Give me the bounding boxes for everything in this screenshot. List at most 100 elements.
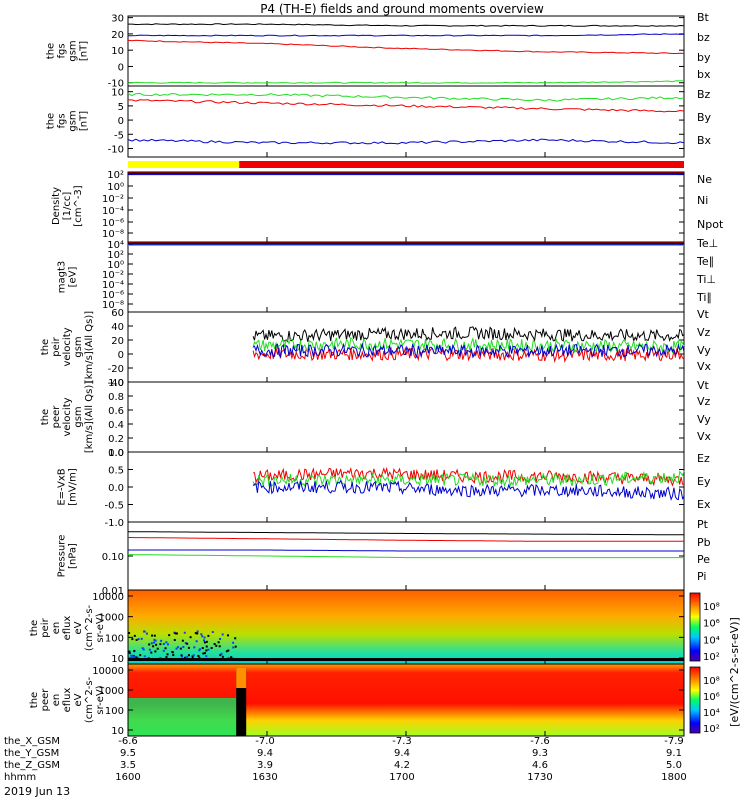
noise-pixel [128, 650, 131, 653]
colorbar-tick-label: 10⁴ [703, 708, 720, 719]
y-axis-label: the [40, 339, 51, 355]
noise-pixel [132, 654, 135, 657]
panel-fgs_gsm: the fgs gsm [nT] 30 20 10 0 -10 Bt bz by bx [46, 11, 711, 90]
orbit-value: 1700 [389, 772, 414, 783]
y-axis-label: [eV] [68, 267, 79, 288]
noise-pixel [175, 632, 178, 635]
y-tick-label: 10² [107, 170, 124, 181]
noise-pixel [191, 656, 194, 659]
noise-pixel [155, 643, 158, 646]
y-tick-label: 10² [107, 250, 124, 261]
orbit-value: 3.9 [257, 760, 273, 771]
series-line-bz [127, 39, 685, 55]
noise-pixel [162, 649, 165, 652]
y-tick-label: 30 [111, 14, 124, 25]
noise-pixel [130, 654, 133, 657]
y-axis-label: the [29, 692, 40, 708]
y-axis-label: [km/s](All Qs)] [84, 311, 95, 383]
y-tick-label: 1.0 [108, 448, 124, 459]
colorbar-tick-label: 10⁸ [703, 602, 720, 613]
series-line-Vt [252, 326, 685, 343]
noise-pixel [191, 655, 194, 658]
panel-frame [127, 311, 685, 383]
noise-pixel [186, 655, 189, 658]
date-label: 2019 Jun 13 [4, 785, 70, 798]
y-axis-label: peir [40, 617, 51, 637]
orbit-row-label: the_Y_GSM [4, 748, 59, 759]
series-line-bx [127, 33, 685, 37]
series-line-Pt [128, 531, 684, 536]
noise-pixel [234, 637, 237, 640]
series-line-Bt [128, 23, 685, 27]
noise-pixel [174, 632, 177, 635]
noise-pixel [217, 641, 220, 644]
noise-pixel [203, 636, 206, 639]
noise-pixel [211, 631, 214, 634]
orbit-value: 9.4 [257, 748, 273, 759]
legend-By: By [697, 111, 712, 124]
y-tick-label: 10000 [92, 592, 124, 603]
panel-peer_velocity: the peer velocity gsm [km/s](All Qs)] 1.0 0.8 0… [40, 378, 712, 459]
noise-pixel [143, 655, 146, 658]
noise-pixel [183, 656, 186, 659]
noise-pixel [219, 638, 222, 641]
y-tick-label: 40 [111, 322, 124, 333]
panel-frame [127, 85, 685, 158]
orbit-value: 1730 [527, 772, 552, 783]
orbit-value: 9.1 [666, 748, 682, 759]
noise-pixel [184, 642, 187, 645]
y-tick-label: 0.8 [108, 392, 124, 403]
series-line-Ey [252, 470, 685, 488]
legend-Npot: Npot [697, 218, 724, 231]
noise-pixel [160, 639, 163, 642]
noise-pixel [225, 650, 228, 653]
y-axis-label: [1/cc] [62, 192, 73, 221]
y-tick-label: -1.0 [104, 518, 124, 529]
colorbar [689, 666, 701, 734]
legend-bz: bz [697, 31, 710, 44]
noise-pixel [205, 640, 208, 643]
panel-frame [127, 381, 685, 453]
orbit-value: 1600 [115, 772, 140, 783]
noise-pixel [156, 647, 159, 650]
noise-pixel [196, 630, 199, 633]
noise-pixel [221, 655, 224, 658]
y-axis-label: (cm^2-s- [84, 676, 95, 723]
noise-pixel [193, 646, 196, 649]
y-tick-label: 10 [111, 654, 124, 665]
y-axis-label: magt3 [57, 261, 68, 294]
noise-pixel [205, 649, 208, 652]
orbit-value: 4.2 [394, 760, 410, 771]
y-axis-label: [mV/m] [68, 468, 79, 506]
data-gap-top [236, 668, 247, 688]
noise-pixel [205, 645, 208, 648]
panel-peir_spectrogram: 10⁸ 10⁶ 10⁴ 10² the peir en eflux eV (cm^2-s-sr-e… [29, 589, 720, 665]
legend-Bx: Bx [697, 134, 712, 147]
colorbar-tick-label: 10⁶ [703, 692, 720, 703]
panel-efield: E=-VxB [mV/m] 1.0 0.5 0.0 -0.5 -1.0 Ez Ey Ex [57, 448, 711, 529]
legend-Ey: Ey [697, 475, 711, 488]
legend-Pi: Pi [697, 570, 706, 583]
y-tick-label: 0 [118, 350, 124, 361]
legend-Vz: Vz [697, 326, 711, 339]
legend-by: by [697, 51, 711, 64]
noise-pixel [142, 630, 145, 633]
y-tick-label: 100 [105, 706, 124, 717]
orbit-row-label: the_X_GSM [4, 736, 60, 747]
noise-pixel [135, 638, 138, 641]
noise-pixel [150, 651, 153, 654]
y-tick-label: 10 [111, 88, 124, 99]
noise-pixel [179, 647, 182, 650]
noise-pixel [168, 634, 171, 637]
y-tick-label: 10⁻⁸ [102, 300, 124, 311]
noise-pixel [202, 652, 205, 655]
noise-pixel [135, 656, 138, 659]
y-axis-label: Pressure [57, 535, 68, 578]
noise-pixel [201, 647, 204, 650]
y-tick-label: 10⁻⁶ [102, 290, 124, 301]
y-axis-label: peer [51, 405, 62, 429]
series-line-Pi [128, 549, 684, 552]
y-tick-label: 5 [118, 102, 124, 113]
